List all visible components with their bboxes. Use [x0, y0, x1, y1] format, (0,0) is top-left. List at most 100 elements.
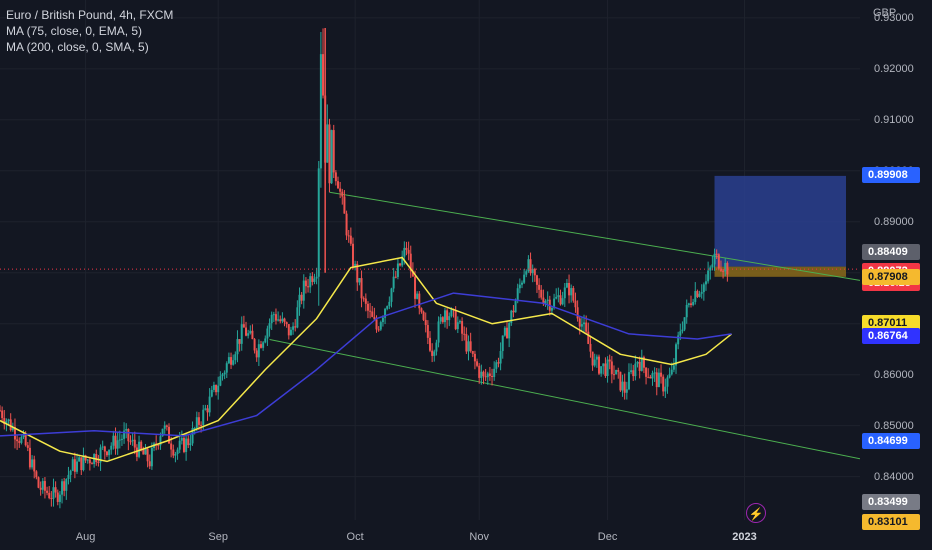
symbol-title[interactable]: Euro / British Pound, 4h, FXCM	[6, 8, 174, 22]
candle-body	[687, 303, 690, 305]
candle-body	[565, 282, 568, 288]
candle-body	[54, 487, 57, 493]
candle-body	[426, 325, 429, 338]
candle-body	[195, 417, 198, 428]
candle-body	[319, 54, 322, 169]
candle-body	[150, 447, 153, 467]
candle-body	[608, 359, 611, 362]
candle-body	[683, 317, 686, 330]
candle-body	[311, 276, 314, 282]
candle-body	[379, 322, 382, 330]
candle-body	[431, 350, 434, 356]
price-tag: 0.84699	[862, 433, 920, 450]
candle-body	[97, 461, 100, 463]
candle-body	[95, 453, 98, 462]
candle-body	[366, 303, 369, 311]
candle-body	[148, 461, 151, 467]
candle-body	[176, 449, 179, 455]
candle-body	[82, 455, 85, 471]
candle-body	[65, 479, 68, 491]
price-tag-value: 0.86764	[868, 329, 908, 342]
price-tick: 0.92000	[874, 62, 914, 75]
candle-body	[193, 427, 196, 429]
candle-body	[22, 434, 25, 437]
candle-body	[67, 474, 70, 480]
candle-body	[593, 359, 596, 366]
price-chart[interactable]	[0, 0, 860, 520]
currency-label: GBP	[873, 7, 897, 19]
candle-body	[679, 331, 682, 336]
candle-body	[328, 124, 331, 184]
candle-body	[647, 376, 650, 378]
candle-body	[510, 310, 513, 323]
candle-body	[217, 385, 220, 393]
candle-body	[341, 191, 344, 197]
candle-body	[685, 304, 688, 318]
candle-body	[677, 335, 680, 345]
candle-body	[225, 363, 228, 373]
candle-body	[249, 330, 252, 334]
candle-body	[146, 448, 149, 462]
candle-body	[369, 310, 372, 312]
candle-body	[35, 471, 38, 478]
price-tick: 0.84000	[874, 470, 914, 483]
candle-body	[651, 373, 654, 379]
candle-body	[467, 341, 470, 352]
ema-75-line	[0, 256, 733, 463]
lightning-icon[interactable]: ⚡	[746, 503, 766, 523]
candle-body	[268, 323, 271, 329]
candle-body	[666, 377, 669, 387]
candle-body	[411, 271, 414, 277]
candle-body	[180, 437, 183, 441]
candle-body	[313, 278, 316, 282]
price-tag: 0.83499	[862, 494, 920, 511]
candle-body	[700, 292, 703, 294]
price-tag: 0.86764	[862, 327, 920, 344]
candle-body	[364, 298, 367, 304]
candle-body	[531, 268, 534, 274]
price-tag-value: 0.83499	[868, 496, 908, 509]
price-axis[interactable]: 0.930000.920000.910000.900000.890000.880…	[860, 0, 932, 531]
candle-body	[187, 438, 190, 446]
candle-body	[702, 284, 705, 293]
candle-body	[439, 317, 442, 322]
candle-body	[315, 276, 318, 279]
candle-body	[245, 327, 248, 336]
candle-body	[689, 303, 692, 305]
candle-body	[495, 362, 498, 369]
candle-body	[264, 338, 267, 343]
candle-body	[550, 307, 553, 311]
candle-body	[63, 481, 66, 491]
candle-body	[627, 372, 630, 390]
candle-body	[287, 324, 290, 336]
candle-body	[561, 298, 564, 305]
candle-body	[144, 448, 147, 455]
candle-body	[523, 274, 526, 283]
sma-200-line	[0, 292, 732, 437]
candle-body	[204, 408, 207, 410]
candle-body	[512, 310, 515, 313]
candle-body	[5, 420, 8, 425]
price-tick: 0.91000	[874, 113, 914, 126]
candle-body	[675, 344, 678, 366]
price-tick: 0.89000	[874, 215, 914, 228]
price-tag-value: 0.87908	[868, 271, 908, 284]
candle-body	[625, 389, 628, 393]
time-axis[interactable]: Aug Sep Oct Nov Dec 2023	[0, 520, 860, 550]
candle-body	[43, 481, 46, 491]
candle-body	[272, 314, 275, 316]
ma200-indicator-label[interactable]: MA (200, close, 0, SMA, 5)	[6, 40, 149, 54]
candle-body	[520, 282, 523, 285]
candle-body	[570, 288, 573, 296]
candle-body	[538, 284, 541, 290]
candle-body	[39, 487, 42, 490]
candle-body	[114, 435, 117, 449]
candle-body	[191, 428, 194, 444]
candle-body	[274, 314, 277, 321]
candle-body	[277, 319, 280, 321]
candle-body	[484, 376, 487, 378]
candle-body	[488, 373, 491, 376]
candle-body	[655, 372, 658, 388]
candle-body	[704, 281, 707, 285]
ma75-indicator-label[interactable]: MA (75, close, 0, EMA, 5)	[6, 24, 143, 38]
